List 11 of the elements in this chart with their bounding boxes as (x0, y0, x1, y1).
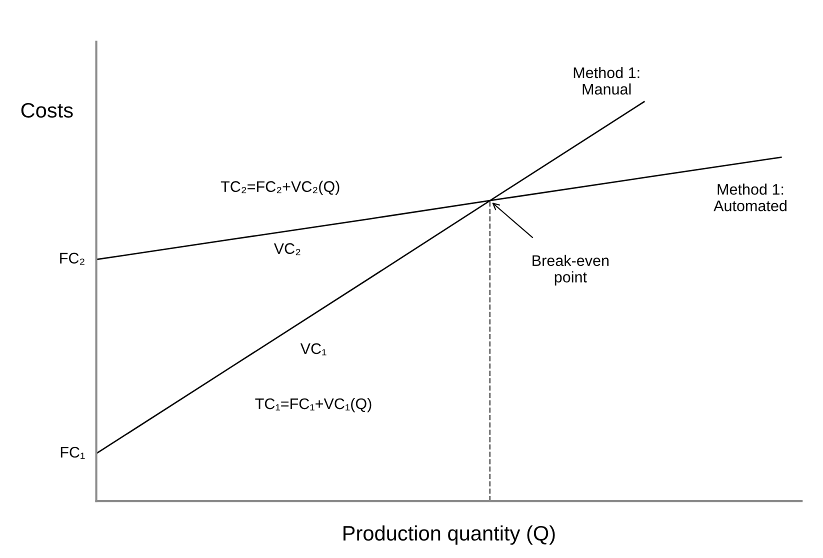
text: FC₂ (60, 252, 84, 265)
annotation: Break-even point (532, 254, 609, 286)
annotation: TC₂=FC₂+VC₂(Q) (220, 180, 340, 195)
annotation: Method 1: Automated (714, 184, 786, 212)
annotation: VC₁ (300, 343, 326, 356)
annotation: TC₁=FC₁+VC₁(Q) (255, 398, 372, 412)
x-axis-title: Production quantity (Q) (344, 525, 555, 545)
annotation: VC₂ (274, 243, 300, 256)
text: Method 1: Manual (574, 66, 640, 95)
y-axis-title: Costs (21, 102, 73, 118)
text: FC₁ (60, 446, 85, 459)
